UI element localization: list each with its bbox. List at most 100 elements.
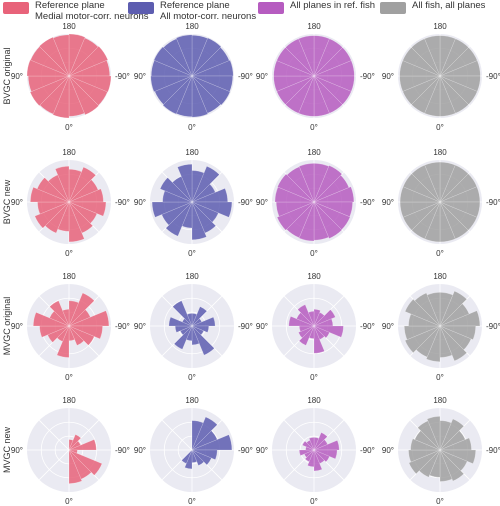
histogram-wedge: [38, 36, 70, 77]
histogram-wedge: [439, 325, 453, 358]
histogram-wedge: [313, 439, 328, 451]
histogram-wedge: [47, 174, 70, 203]
histogram-wedge: [68, 201, 107, 217]
histogram-wedge: [162, 75, 193, 115]
histogram-wedge: [313, 75, 343, 114]
histogram-wedge: [296, 312, 315, 327]
legend-line2: Medial motor-corr. neurons: [35, 11, 149, 22]
histogram-wedge: [298, 35, 315, 77]
histogram-wedge: [49, 300, 70, 327]
grid-spoke: [39, 449, 70, 480]
angle-label-bottom: 0°: [310, 373, 318, 382]
legend-line1: Reference plane: [160, 0, 230, 11]
histogram-wedge: [439, 186, 481, 203]
histogram-wedge: [429, 449, 441, 478]
histogram-wedge: [439, 449, 468, 472]
histogram-wedge: [68, 449, 83, 484]
histogram-wedge: [39, 75, 70, 115]
histogram-wedge: [68, 37, 99, 77]
histogram-wedge: [68, 434, 82, 451]
histogram-wedge: [298, 325, 315, 339]
angle-label-top: 180: [433, 272, 447, 281]
histogram-wedge: [68, 292, 95, 327]
angle-label-left: 90°: [134, 322, 146, 331]
histogram-wedge: [172, 176, 193, 203]
histogram-wedge: [28, 75, 70, 92]
histogram-wedge: [191, 318, 203, 327]
histogram-wedge: [68, 75, 85, 117]
histogram-wedge: [68, 166, 97, 203]
histogram-wedge: [313, 312, 325, 327]
angle-label-bottom: 0°: [65, 123, 73, 132]
angle-label-bottom: 0°: [65, 249, 73, 258]
histogram-wedge: [439, 325, 476, 340]
histogram-wedge: [68, 75, 100, 116]
histogram-wedge: [402, 47, 441, 77]
histogram-wedge: [273, 75, 315, 92]
histogram-wedge: [313, 186, 355, 203]
histogram-wedge: [191, 449, 198, 463]
angle-label-bottom: 0°: [310, 123, 318, 132]
legend-line1: Reference plane: [35, 0, 105, 11]
histogram-wedge: [313, 325, 344, 338]
histogram-wedge: [191, 325, 215, 356]
histogram-wedge: [415, 325, 441, 358]
histogram-wedge: [313, 75, 352, 105]
histogram-wedge: [288, 316, 315, 327]
angle-label-top: 180: [62, 22, 76, 31]
histogram-wedge: [313, 174, 350, 203]
angle-label-left: 90°: [11, 198, 23, 207]
histogram-wedge: [303, 449, 315, 458]
histogram-wedge: [181, 318, 193, 327]
histogram-wedge: [68, 33, 86, 77]
histogram-wedge: [191, 35, 208, 77]
histogram-wedge: [313, 35, 330, 77]
histogram-wedge: [439, 75, 478, 105]
histogram-wedge: [33, 312, 70, 327]
histogram-wedge: [30, 186, 70, 203]
angle-label-top: 180: [185, 272, 199, 281]
histogram-wedge: [313, 163, 330, 203]
histogram-wedge: [34, 201, 70, 229]
histogram-wedge: [36, 177, 70, 203]
histogram-wedge: [313, 47, 352, 77]
histogram-wedge: [165, 201, 193, 237]
histogram-wedge: [57, 201, 70, 232]
angle-label-bottom: 0°: [436, 249, 444, 258]
histogram-wedge: [426, 416, 441, 451]
histogram-wedge: [439, 201, 481, 218]
histogram-wedge: [298, 163, 315, 203]
histogram-wedge: [313, 325, 325, 340]
angle-label-right: -90°: [238, 322, 253, 331]
angle-label-top: 180: [433, 148, 447, 157]
histogram-wedge: [68, 168, 82, 203]
angle-label-bottom: 0°: [436, 373, 444, 382]
histogram-wedge: [439, 201, 469, 240]
angle-label-left: 90°: [256, 446, 268, 455]
histogram-wedge: [68, 325, 75, 341]
histogram-wedge: [277, 173, 315, 203]
histogram-wedge: [439, 437, 472, 451]
histogram-wedge: [313, 449, 330, 463]
histogram-wedge: [191, 201, 217, 234]
histogram-wedge: [191, 201, 233, 218]
histogram-wedge: [68, 449, 78, 454]
histogram-wedge: [304, 449, 315, 462]
histogram-wedge: [298, 75, 315, 117]
legend-line1: All fish, all planes: [412, 0, 486, 11]
histogram-wedge: [275, 201, 315, 217]
histogram-wedge: [439, 75, 481, 92]
histogram-wedge: [55, 166, 70, 203]
legend-swatch: [380, 2, 406, 14]
histogram-wedge: [439, 420, 452, 451]
histogram-wedge: [411, 164, 441, 203]
histogram-wedge: [313, 201, 343, 239]
histogram-wedge: [191, 416, 218, 451]
histogram-wedge: [191, 201, 219, 223]
histogram-wedge: [56, 325, 70, 358]
histogram-wedge: [68, 201, 94, 234]
histogram-wedge: [174, 325, 193, 333]
angle-label-top: 180: [62, 396, 76, 405]
angle-label-right: -90°: [115, 446, 130, 455]
histogram-wedge: [424, 35, 441, 77]
